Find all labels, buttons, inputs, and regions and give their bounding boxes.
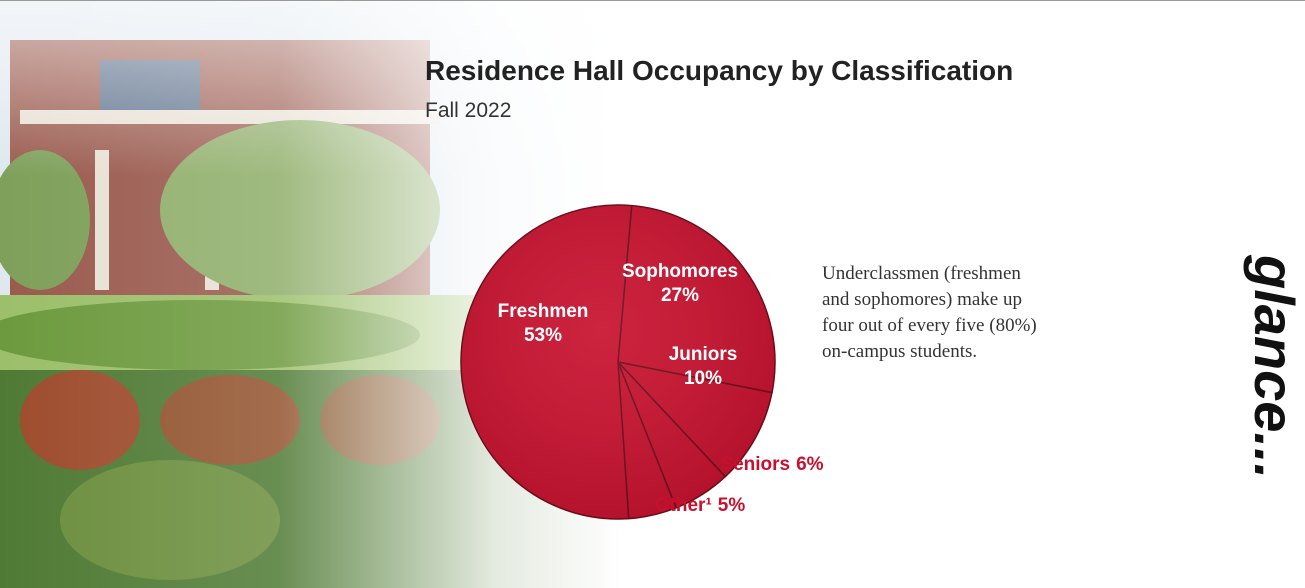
slice-category: Other¹ <box>655 495 712 516</box>
slice-category: Seniors <box>720 454 790 475</box>
slice-percent: 6% <box>796 454 824 475</box>
chart-subtitle: Fall 2022 <box>425 99 511 122</box>
slice-label: Juniors 10% <box>669 344 738 389</box>
slice-label: Other¹ 5% <box>655 495 746 516</box>
slice-category: Sophomores <box>622 261 738 282</box>
annotation-line: Underclassmen (freshmen <box>822 263 1021 284</box>
annotation-line: on-campus students. <box>822 341 977 362</box>
side-text: glance... <box>1243 254 1305 479</box>
slice-labels: Sophomores 27% Juniors 10% Seniors 6% Other¹ 5%… <box>498 261 824 516</box>
slice-label: Seniors 6% <box>720 454 823 475</box>
slice-label: Freshmen 53% <box>498 301 589 346</box>
slice-label: Sophomores 27% <box>622 261 738 306</box>
slice-category: Juniors <box>669 344 738 365</box>
slice-percent: 10% <box>684 368 722 389</box>
slice-percent: 5% <box>718 495 746 516</box>
slice-percent: 53% <box>524 325 562 346</box>
annotation-line: four out of every five (80%) <box>822 315 1037 336</box>
annotation-line: and sophomores) make up <box>822 289 1022 310</box>
chart-title: Residence Hall Occupancy by Classificati… <box>425 55 1013 86</box>
slice-percent: 27% <box>661 285 699 306</box>
annotation: Underclassmen (freshmen and sophomores) m… <box>822 263 1037 362</box>
slice-category: Freshmen <box>498 301 589 322</box>
